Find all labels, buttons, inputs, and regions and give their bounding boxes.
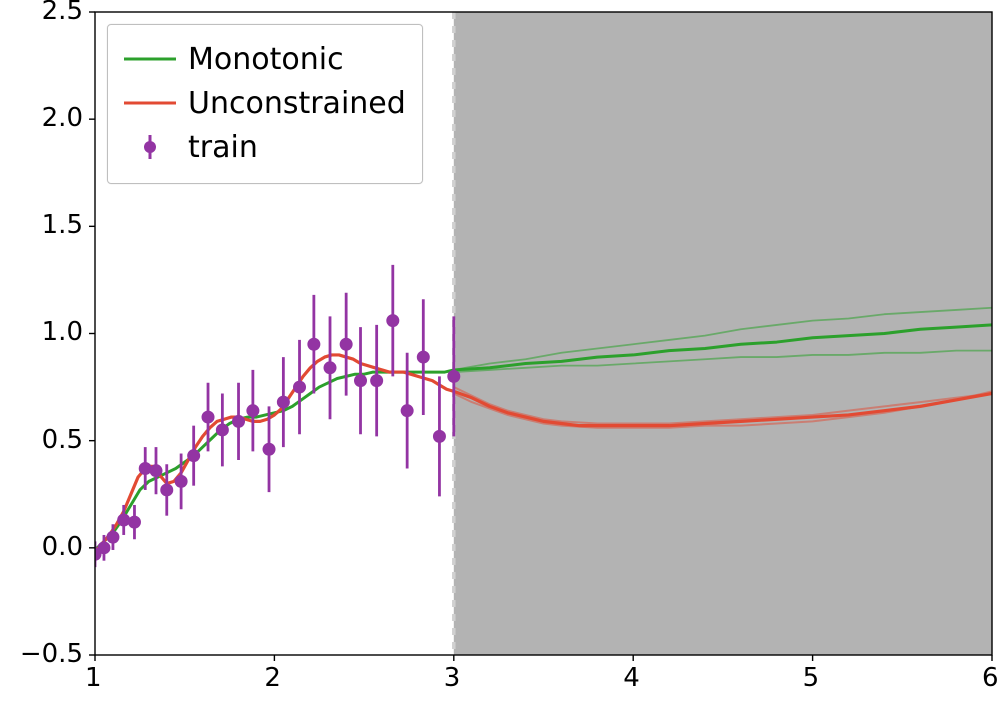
y-tick-label: 0.5: [42, 425, 83, 455]
train-marker: [277, 396, 289, 408]
x-tick-label: 6: [982, 663, 999, 693]
legend-row: Unconstrained: [122, 83, 406, 123]
train-marker: [401, 405, 413, 417]
legend-line-icon: [122, 44, 178, 74]
train-marker: [202, 411, 214, 423]
train-marker: [371, 375, 383, 387]
legend-label: train: [188, 130, 258, 165]
train-marker: [355, 375, 367, 387]
y-tick-label: 1.5: [42, 210, 83, 240]
y-tick-label: 2.5: [42, 0, 83, 26]
legend-label: Unconstrained: [188, 86, 406, 121]
train-marker: [233, 415, 245, 427]
x-tick-label: 4: [623, 663, 640, 693]
legend-row: train: [122, 127, 406, 167]
train-marker: [448, 370, 460, 382]
train-marker: [161, 484, 173, 496]
y-tick-label: 0.0: [42, 532, 83, 562]
train-marker: [417, 351, 429, 363]
train-marker: [216, 424, 228, 436]
train-marker: [263, 443, 275, 455]
train-marker: [247, 405, 259, 417]
train-marker: [150, 465, 162, 477]
train-marker: [433, 430, 445, 442]
train-marker: [139, 463, 151, 475]
y-tick-label: −0.5: [20, 639, 83, 669]
shaded-extrapolation-region: [454, 12, 992, 655]
legend-errorbar-icon: [122, 132, 178, 162]
train-marker: [98, 542, 110, 554]
train-marker: [324, 362, 336, 374]
legend-row: Monotonic: [122, 39, 406, 79]
train-marker: [175, 475, 187, 487]
legend-line-icon: [122, 88, 178, 118]
y-tick-label: 2.0: [42, 103, 83, 133]
train-marker: [128, 516, 140, 528]
y-tick-label: 1.0: [42, 317, 83, 347]
train-marker: [387, 315, 399, 327]
x-tick-label: 3: [444, 663, 461, 693]
legend-label: Monotonic: [188, 42, 344, 77]
legend: Monotonic Unconstrained train: [107, 24, 423, 184]
train-marker: [107, 531, 119, 543]
train-marker: [308, 338, 320, 350]
train-marker: [340, 338, 352, 350]
x-tick-label: 2: [264, 663, 281, 693]
x-tick-label: 5: [803, 663, 820, 693]
train-marker: [188, 450, 200, 462]
chart-container: Monotonic Unconstrained train 1 2 3 4 5 6 −0.5 0.…: [0, 0, 1000, 700]
train-marker: [118, 514, 130, 526]
x-tick-label: 1: [85, 663, 102, 693]
train-marker: [294, 381, 306, 393]
